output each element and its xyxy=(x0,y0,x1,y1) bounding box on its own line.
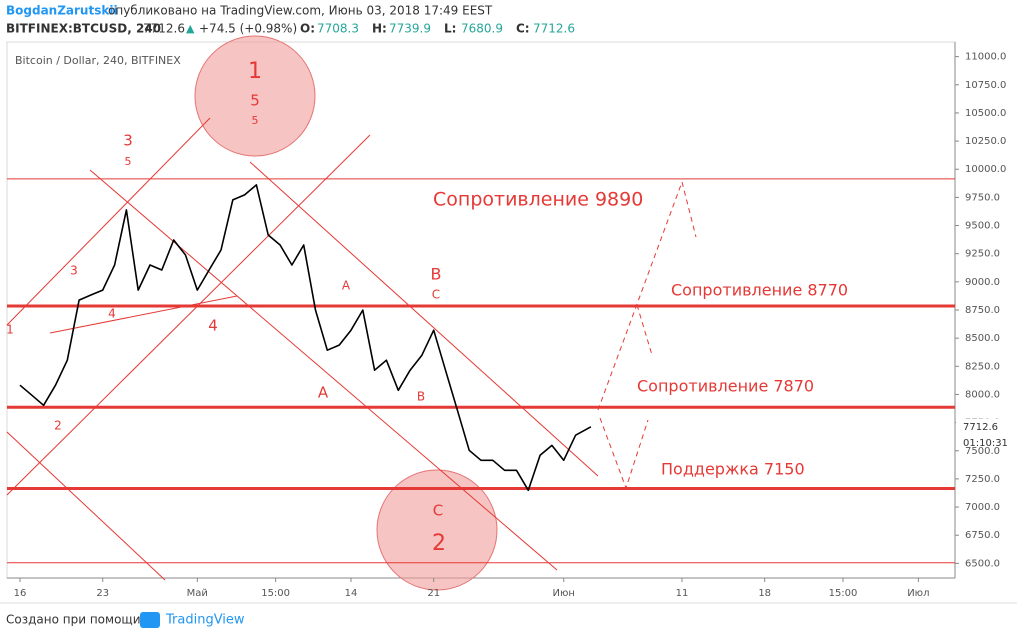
y-tick-label: 9000.0 xyxy=(965,277,1000,288)
channel-line xyxy=(6,134,371,496)
x-tick-label: 21 xyxy=(427,588,440,599)
wave-circle xyxy=(194,35,316,157)
trend-lines xyxy=(6,117,599,581)
channel-line xyxy=(249,161,599,477)
price-tag xyxy=(956,418,1016,435)
ohlc-label: L: xyxy=(444,22,456,36)
wave-label: B xyxy=(431,265,442,284)
channel-line xyxy=(89,169,558,571)
wave-label: 2 xyxy=(54,419,62,433)
y-tick-label: 11000.0 xyxy=(965,52,1006,63)
ohlc-label: H: xyxy=(372,22,387,36)
channel-line xyxy=(6,431,166,581)
x-tick-label: Июн xyxy=(553,588,575,599)
price-tag-label: 7712.6 xyxy=(963,422,998,433)
published: опубликовано на TradingView.com, Июнь 03… xyxy=(108,4,493,18)
wave-circle xyxy=(376,469,498,591)
wave-label: 1 xyxy=(248,59,262,84)
x-tick-label: 18 xyxy=(758,588,771,599)
y-tick-label: 7250.0 xyxy=(965,474,1000,485)
x-tick-label: 15:00 xyxy=(829,588,858,599)
level-label: Сопротивление 9890 xyxy=(433,189,643,211)
y-tick-label: 9750.0 xyxy=(965,192,1000,203)
x-tick-label: 23 xyxy=(96,588,109,599)
change: +74.5 (+0.98%) xyxy=(199,22,297,36)
footer-brand[interactable]: TradingView xyxy=(165,613,245,628)
ohlc-value: 7739.9 xyxy=(389,22,431,36)
level-label: Поддержка 7150 xyxy=(661,460,805,479)
countdown: 01:10:31 xyxy=(963,438,1008,449)
ohlc-value: 7708.3 xyxy=(317,22,359,36)
y-tick-label: 7000.0 xyxy=(965,502,1000,513)
y-tick-label: 8250.0 xyxy=(965,361,1000,372)
change-arrow: ▲ xyxy=(186,22,195,35)
wave-label: 4 xyxy=(108,307,116,321)
wave-label: B xyxy=(417,390,425,404)
brand-logo[interactable] xyxy=(140,612,160,628)
last-price: 7712.6 xyxy=(143,22,185,36)
y-tick-label: 7500.0 xyxy=(965,446,1000,457)
ohlc-label: C: xyxy=(516,22,530,36)
wave-label: C xyxy=(433,502,443,520)
wave-label: A xyxy=(318,384,329,402)
level-label: Сопротивление 7870 xyxy=(637,377,814,396)
x-tick-label: 11 xyxy=(676,588,689,599)
wave-label: 3 xyxy=(70,264,78,278)
projection-line xyxy=(597,180,697,411)
wave-label: 4 xyxy=(208,317,218,335)
wave-label: 5 xyxy=(125,155,132,168)
ohlc-value: 7712.6 xyxy=(533,22,575,36)
y-tick-label: 9500.0 xyxy=(965,221,1000,232)
x-tick-label: 15:00 xyxy=(261,588,290,599)
symbol: BITFINEX:BTCUSD, 240 xyxy=(6,22,161,36)
y-tick-label: 8500.0 xyxy=(965,333,1000,344)
triangle-line xyxy=(49,295,238,334)
x-tick-label: Июл xyxy=(907,588,929,599)
y-tick-label: 10000.0 xyxy=(965,164,1006,175)
wave-label: 5 xyxy=(252,114,259,127)
y-tick-label: 9250.0 xyxy=(965,249,1000,260)
y-tick-label: 6750.0 xyxy=(965,530,1000,541)
x-tick-label: 16 xyxy=(14,588,27,599)
wave-label: A xyxy=(342,279,351,293)
level-label: Сопротивление 8770 xyxy=(671,281,848,300)
y-tick-label: 10250.0 xyxy=(965,136,1006,147)
wave-label: C xyxy=(432,288,440,302)
ohlc-value: 7680.9 xyxy=(461,22,503,36)
y-tick-label: 10750.0 xyxy=(965,80,1006,91)
footer-text: Создано при помощи xyxy=(6,613,141,627)
y-tick-label: 10500.0 xyxy=(965,108,1006,119)
wave-label: 2 xyxy=(432,531,446,556)
channel-line xyxy=(6,117,211,326)
price-line xyxy=(19,184,592,492)
y-tick-label: 8750.0 xyxy=(965,305,1000,316)
wave-label: 3 xyxy=(123,132,133,150)
y-tick-label: 8000.0 xyxy=(965,389,1000,400)
x-tick-label: Май xyxy=(187,588,208,599)
x-tick-label: 14 xyxy=(345,588,358,599)
ohlc-label: O: xyxy=(300,22,315,36)
chart-title: Bitcoin / Dollar, 240, BITFINEX xyxy=(15,54,181,67)
wave-label: 5 xyxy=(250,92,260,110)
y-tick-label: 6500.0 xyxy=(965,558,1000,569)
wave-label: 1 xyxy=(6,323,14,337)
author[interactable]: BogdanZarutskii xyxy=(6,4,118,18)
